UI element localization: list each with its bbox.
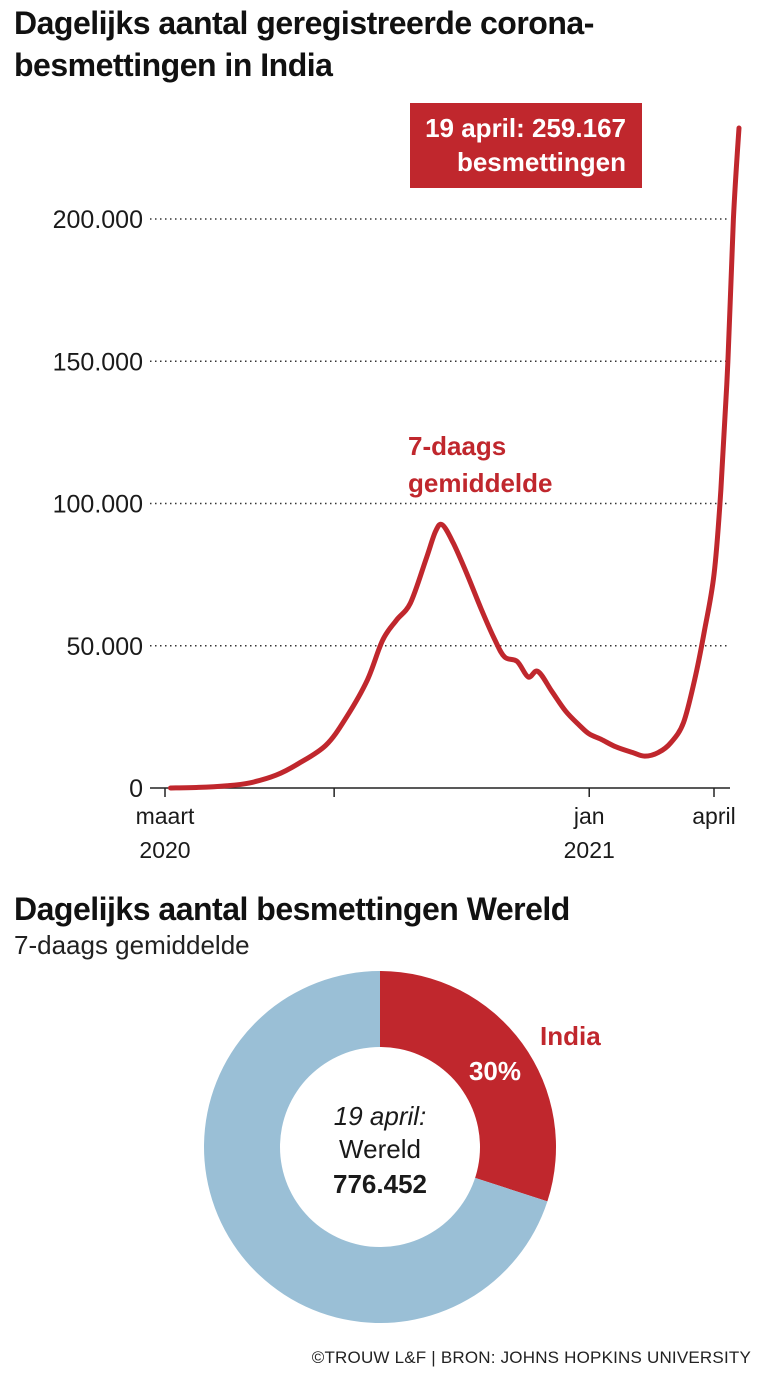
callout-line-2: besmettingen bbox=[457, 147, 626, 177]
footer-source: ©TROUW L&F | BRON: JOHNS HOPKINS UNIVERS… bbox=[311, 1348, 751, 1367]
pie-chart-subtitle: 7-daags gemiddelde bbox=[14, 930, 250, 960]
line-chart: 0 50.000 100.000 150.000 200.000 maart 2020 ja… bbox=[53, 103, 742, 863]
line-chart-title: Dagelijks aantal geregistreerde corona-b… bbox=[14, 5, 594, 83]
x-tick-label: april bbox=[692, 803, 735, 829]
x-tick-label: maart bbox=[136, 803, 195, 829]
y-tick-label: 50.000 bbox=[67, 633, 143, 661]
donut-center-date: 19 april: bbox=[334, 1101, 427, 1131]
x-tick-label: 2021 bbox=[564, 837, 615, 863]
x-axis-ticks: maart 2020 jan 2021 april bbox=[136, 788, 736, 863]
y-axis-ticks: 0 50.000 100.000 150.000 200.000 bbox=[53, 206, 143, 803]
donut-center-label: Wereld bbox=[339, 1134, 421, 1164]
donut-chart: 19 april: Wereld 776.452 India 30% bbox=[204, 971, 601, 1323]
pie-chart-title: Dagelijks aantal besmettingen Wereld bbox=[14, 891, 570, 927]
y-tick-label: 200.000 bbox=[53, 206, 143, 234]
callout-box bbox=[410, 103, 642, 188]
series-label-line-2: gemiddelde bbox=[408, 468, 552, 498]
slice-name-india: India bbox=[540, 1021, 601, 1051]
donut-hole bbox=[280, 1047, 480, 1247]
callout-line-1: 19 april: 259.167 bbox=[425, 113, 626, 143]
grid-lines bbox=[150, 218, 730, 647]
series-label: 7-daags gemiddelde bbox=[408, 431, 552, 498]
x-tick-label: 2020 bbox=[139, 837, 190, 863]
donut-center-value: 776.452 bbox=[333, 1169, 427, 1199]
y-tick-label: 150.000 bbox=[53, 348, 143, 376]
series-line-7-daags bbox=[168, 125, 742, 791]
slice-percent-india: 30% bbox=[469, 1056, 521, 1086]
y-tick-label: 100.000 bbox=[53, 491, 143, 519]
peak-callout: 19 april: 259.167 besmettingen bbox=[410, 103, 642, 188]
series-label-line-1: 7-daags bbox=[408, 431, 506, 461]
x-tick-label: jan bbox=[573, 803, 605, 829]
y-tick-label: 0 bbox=[129, 775, 143, 803]
